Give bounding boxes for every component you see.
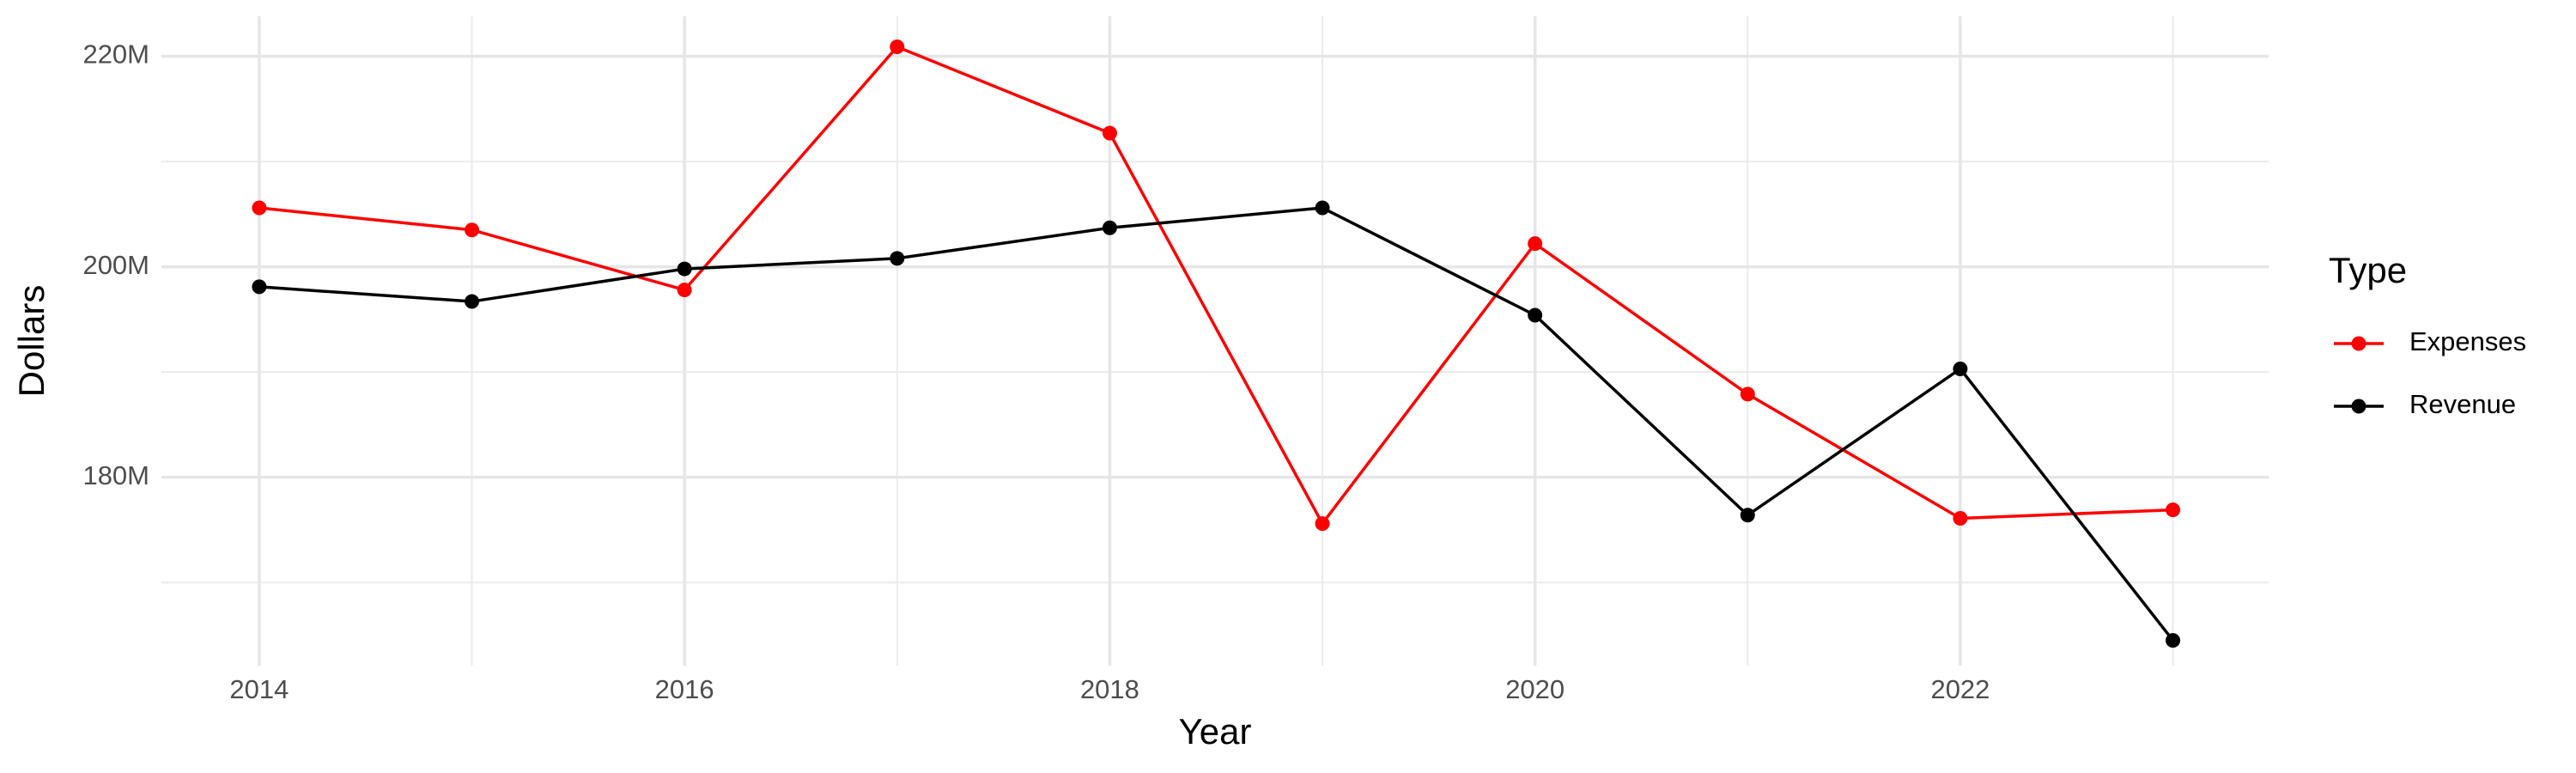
grid — [161, 16, 2269, 666]
series-line — [258, 45, 2173, 526]
legend-point — [2351, 336, 2366, 351]
x-tick-label: 2016 — [655, 674, 714, 704]
x-tick-label: 2020 — [1505, 674, 1564, 704]
data-point — [1740, 386, 1755, 402]
legend-title: Type — [2329, 250, 2407, 290]
data-point — [677, 283, 692, 298]
data-point — [2166, 633, 2181, 648]
data-point — [677, 261, 692, 277]
data-point — [252, 279, 267, 295]
series-line — [258, 206, 2174, 642]
legend-label: Revenue — [2409, 389, 2516, 419]
legend-label: Expenses — [2409, 326, 2526, 356]
x-axis-title: Year — [1179, 711, 1252, 752]
data-point — [465, 222, 480, 238]
data-point — [1740, 508, 1755, 523]
data-point — [890, 40, 905, 55]
data-point — [1102, 220, 1117, 235]
data-point — [2166, 502, 2181, 518]
data-point — [465, 294, 480, 309]
y-tick-label: 220M — [82, 40, 149, 70]
data-point — [890, 251, 905, 266]
data-point — [1102, 125, 1117, 141]
data-point — [1315, 516, 1330, 532]
x-tick-label: 2022 — [1930, 674, 1990, 704]
x-tick-label: 2014 — [229, 674, 289, 704]
data-point — [1528, 236, 1543, 252]
y-tick-label: 180M — [82, 460, 149, 490]
x-tick-label: 2018 — [1080, 674, 1139, 704]
data-point — [1528, 307, 1543, 323]
y-axis-title: Dollars — [11, 285, 52, 398]
data-point — [1953, 510, 1968, 526]
y-tick-label: 200M — [82, 250, 149, 280]
data-point — [1315, 200, 1330, 216]
data-point — [252, 200, 267, 216]
legend-point — [2351, 399, 2366, 414]
data-point — [1953, 361, 1968, 376]
